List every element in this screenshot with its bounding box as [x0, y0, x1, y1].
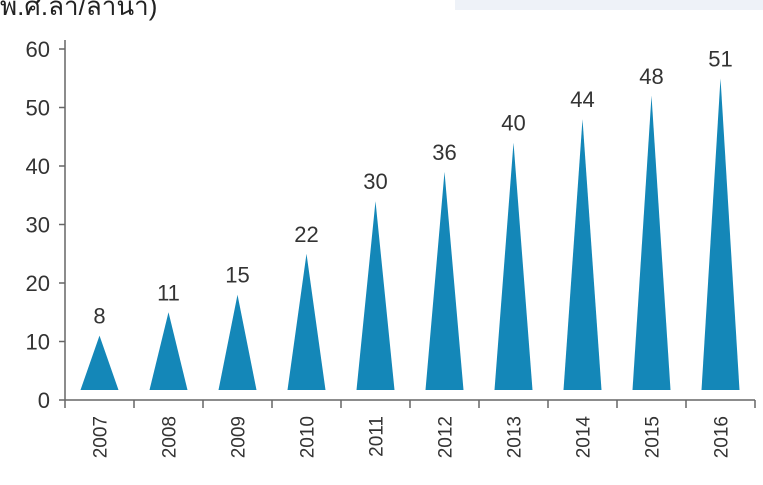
cropped-header-text: พ.ศ.ลำ/ลำน้ำ) [0, 0, 158, 21]
y-tick-label: 50 [26, 96, 50, 121]
x-tick-label: 2012 [436, 416, 457, 458]
y-axis: 0 10 20 30 40 50 60 [26, 37, 66, 413]
triangle-bar [701, 78, 740, 390]
data-labels: 8 11 15 22 30 36 40 44 48 51 [93, 46, 732, 328]
triangle-bar [149, 312, 188, 390]
data-label: 48 [639, 64, 663, 89]
data-label: 11 [157, 280, 180, 305]
triangle-bar [563, 119, 602, 390]
y-tick-label: 0 [38, 388, 50, 413]
header-shade [455, 0, 763, 10]
x-tick-label: 2008 [160, 416, 181, 458]
x-tick-label: 2009 [229, 416, 250, 458]
data-label: 8 [93, 304, 105, 329]
triangle-bar [80, 335, 119, 390]
triangle-bar [425, 171, 464, 390]
y-tick-label: 30 [26, 213, 50, 238]
x-tick-label: 2015 [643, 416, 664, 458]
chart-marks [80, 78, 740, 391]
triangle-bar [287, 253, 326, 390]
data-label: 51 [708, 46, 732, 71]
triangle-bar [494, 142, 533, 390]
x-axis: 2007 2008 2009 2010 2011 2012 2013 2014 2015 2016 [65, 399, 756, 459]
y-tick-label: 60 [26, 37, 50, 62]
triangle-bar [632, 95, 671, 391]
data-label: 15 [225, 263, 249, 288]
data-label: 22 [294, 222, 318, 247]
x-tick-label: 2010 [298, 416, 319, 458]
y-tick-label: 40 [26, 154, 50, 179]
x-tick-label: 2014 [574, 416, 595, 459]
data-label: 40 [501, 111, 525, 136]
triangle-bar [356, 201, 395, 390]
x-tick-label: 2013 [505, 416, 526, 458]
triangle-bar [218, 294, 257, 390]
data-label: 30 [363, 169, 387, 194]
x-tick-label: 2011 [367, 416, 388, 457]
data-label: 36 [432, 140, 456, 165]
y-tick-label: 20 [26, 271, 50, 296]
y-tick-label: 10 [26, 330, 50, 355]
x-tick-label: 2007 [91, 416, 112, 458]
data-label: 44 [570, 87, 594, 112]
x-tick-label: 2016 [712, 416, 733, 458]
